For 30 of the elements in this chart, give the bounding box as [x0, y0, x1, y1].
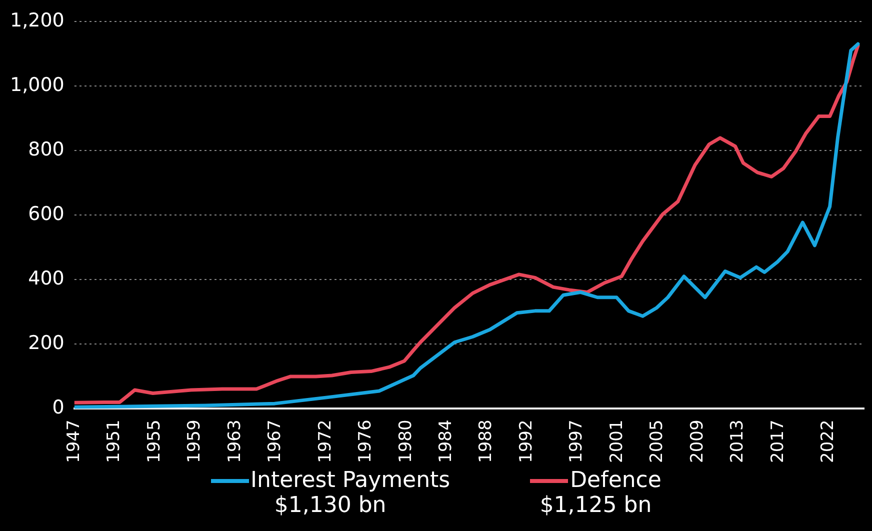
text: $1,125 bn: [540, 493, 652, 518]
x-tick-label: 2017: [768, 420, 788, 463]
y-tick-label: 200: [28, 332, 64, 354]
x-tick-label: 2009: [687, 420, 708, 463]
x-tick-label: 1963: [224, 420, 245, 463]
x-tick-label: 1980: [396, 420, 416, 463]
legend-label: Interest Payments: [250, 468, 450, 493]
y-tick-label: 400: [28, 268, 64, 290]
x-tick-label: 1972: [315, 420, 336, 463]
x-tick-label: 2005: [647, 420, 668, 463]
x-tick-label: 1992: [516, 420, 536, 463]
x-tick-label: 1955: [144, 420, 164, 463]
x-tick-label: 2013: [728, 420, 748, 463]
x-tick-label: 1947: [64, 420, 84, 463]
x-tick-label: 1976: [356, 420, 376, 463]
x-tick-label: 2001: [606, 420, 627, 463]
y-tick-label: 1,200: [10, 9, 64, 32]
x-tick-label: 1951: [104, 420, 124, 463]
x-tick-label: 1988: [476, 420, 496, 463]
x-tick-label: 1967: [264, 420, 285, 463]
y-tick-label: 800: [28, 138, 64, 160]
legend-label: Defence: [570, 468, 662, 493]
y-tick-label: 0: [52, 396, 64, 419]
x-tick-label: 2022: [818, 420, 838, 463]
x-tick-label: 1959: [184, 420, 205, 463]
x-tick-label: 1997: [566, 420, 587, 463]
y-tick-label: 1,000: [10, 74, 64, 96]
text: $1,130 bn: [274, 493, 386, 518]
x-tick-label: 1984: [436, 420, 456, 463]
y-tick-label: 600: [28, 203, 64, 226]
